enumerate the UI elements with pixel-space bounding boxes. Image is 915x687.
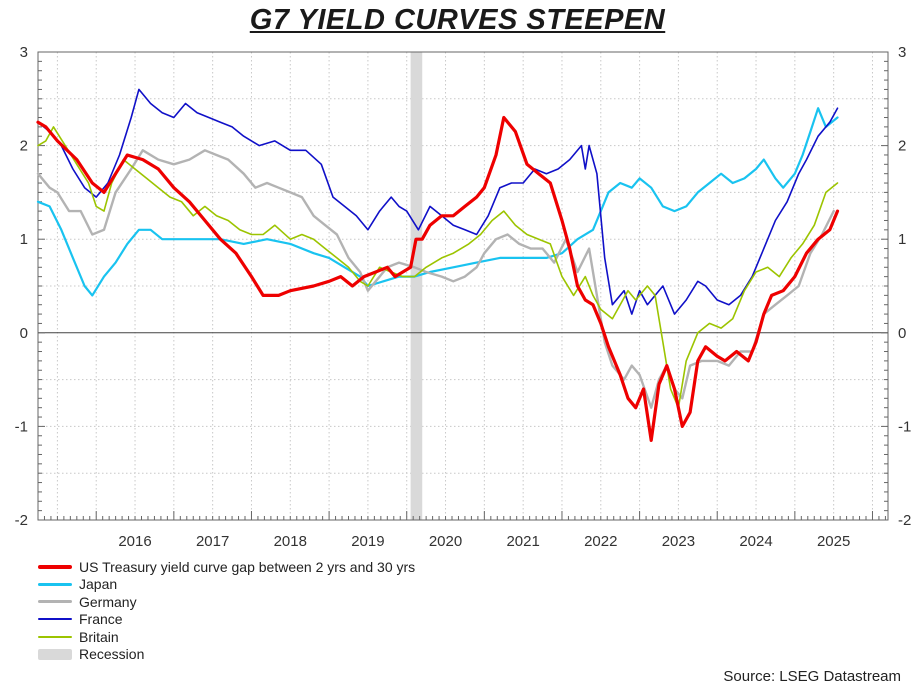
legend-item: Recession: [38, 646, 415, 664]
legend-item: Germany: [38, 593, 415, 611]
y-tick-label-left: -2: [15, 512, 28, 529]
y-tick-label-right: 1: [898, 231, 906, 248]
x-tick-label: 2016: [118, 533, 151, 550]
axes: [37, 51, 889, 521]
y-tick-label-left: 1: [20, 231, 28, 248]
x-tick-label: 2018: [274, 533, 307, 550]
series-line-germany: [36, 149, 835, 409]
series-line-japan: [36, 107, 839, 297]
legend-swatch: [38, 564, 72, 569]
tick-labels: -2 -2 -1 -1 0 0 1 1 2 2 3 3 2016 2017 2018 2019 2020 2021…: [15, 44, 912, 550]
legend-label: France: [79, 611, 123, 628]
x-tick-label: 2022: [584, 533, 617, 550]
series-line-france: [37, 88, 839, 315]
x-tick-label: 2017: [196, 533, 229, 550]
series-line-us: [36, 115, 840, 442]
legend: US Treasury yield curve gap between 2 yr…: [38, 558, 415, 663]
y-tick-label-right: -1: [898, 418, 911, 435]
legend-label: Recession: [79, 646, 145, 663]
legend-item: Japan: [38, 576, 415, 594]
legend-swatch: [38, 582, 72, 586]
recession-band-rect: [410, 52, 423, 520]
y-tick-label-right: -2: [898, 512, 911, 529]
legend-item: US Treasury yield curve gap between 2 yr…: [38, 558, 415, 576]
chart-title: G7 YIELD CURVES STEEPEN: [249, 4, 666, 36]
legend-item: Britain: [38, 628, 415, 646]
series-lines: [36, 88, 840, 442]
legend-swatch: [38, 618, 72, 621]
x-tick-label: 2021: [506, 533, 539, 550]
legend-label: US Treasury yield curve gap between 2 yr…: [79, 558, 416, 575]
legend-swatch: [38, 648, 72, 660]
legend-item: France: [38, 611, 415, 629]
recession-band: [410, 52, 423, 520]
x-tick-label: 2023: [662, 533, 695, 550]
legend-label: Japan: [79, 576, 118, 593]
y-tick-label-left: 3: [20, 44, 28, 61]
grid: [38, 52, 888, 520]
x-tick-label: 2019: [351, 533, 384, 550]
series-line-britain: [37, 126, 839, 409]
y-tick-label-right: 2: [898, 138, 906, 155]
source-note: Source: LSEG Datastream: [723, 668, 901, 685]
legend-swatch: [38, 600, 72, 604]
x-tick-label: 2024: [739, 533, 772, 550]
legend-swatch: [38, 635, 72, 638]
x-tick-label: 2025: [817, 533, 850, 550]
y-tick-label-left: 0: [20, 325, 28, 342]
legend-label: Britain: [79, 628, 119, 645]
y-tick-label-left: -1: [15, 418, 28, 435]
legend-label: Germany: [79, 593, 137, 610]
y-tick-label-right: 0: [898, 325, 906, 342]
x-tick-label: 2020: [429, 533, 462, 550]
y-tick-label-left: 2: [20, 138, 28, 155]
y-tick-label-right: 3: [898, 44, 906, 61]
